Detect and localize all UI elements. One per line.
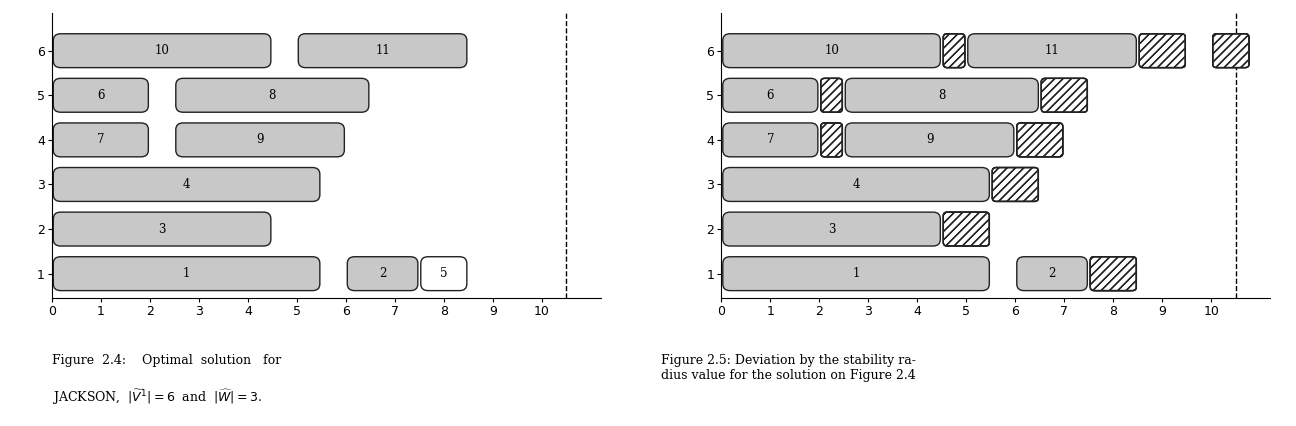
Text: 5: 5	[1109, 267, 1117, 280]
Text: Figure 2.5: Deviation by the stability ra-
dius value for the solution on Figure: Figure 2.5: Deviation by the stability r…	[661, 354, 916, 382]
Text: 2: 2	[378, 267, 386, 280]
Text: 7: 7	[97, 133, 105, 147]
FancyBboxPatch shape	[820, 123, 842, 157]
Text: 1: 1	[853, 267, 859, 280]
Text: JACKSON,  $|\widetilde{V}^1| = 6$  and  $|\widehat{W}| = 3$.: JACKSON, $|\widetilde{V}^1| = 6$ and $|\…	[52, 388, 262, 407]
FancyBboxPatch shape	[723, 212, 941, 246]
Text: 11: 11	[1045, 44, 1059, 57]
FancyBboxPatch shape	[53, 34, 271, 68]
FancyBboxPatch shape	[820, 78, 842, 112]
FancyBboxPatch shape	[1017, 257, 1087, 291]
FancyBboxPatch shape	[943, 34, 964, 68]
FancyBboxPatch shape	[723, 257, 989, 291]
FancyBboxPatch shape	[176, 123, 345, 157]
FancyBboxPatch shape	[53, 167, 320, 201]
FancyBboxPatch shape	[723, 34, 941, 68]
Text: 3: 3	[158, 222, 166, 236]
FancyBboxPatch shape	[421, 257, 467, 291]
FancyBboxPatch shape	[176, 78, 369, 112]
Text: 9: 9	[257, 133, 264, 147]
FancyBboxPatch shape	[298, 34, 467, 68]
Text: 10: 10	[824, 44, 839, 57]
Text: 1: 1	[183, 267, 191, 280]
FancyBboxPatch shape	[1213, 34, 1249, 68]
Text: 7: 7	[766, 133, 774, 147]
Text: 5: 5	[441, 267, 447, 280]
FancyBboxPatch shape	[1090, 257, 1137, 291]
FancyBboxPatch shape	[1090, 257, 1137, 291]
Text: Figure  2.4:    Optimal  solution   for: Figure 2.4: Optimal solution for	[52, 354, 281, 367]
FancyBboxPatch shape	[53, 78, 148, 112]
Text: 8: 8	[268, 89, 276, 102]
Text: 4: 4	[853, 178, 859, 191]
FancyBboxPatch shape	[1017, 123, 1063, 157]
FancyBboxPatch shape	[968, 34, 1137, 68]
FancyBboxPatch shape	[1139, 34, 1186, 68]
FancyBboxPatch shape	[53, 123, 148, 157]
Text: 6: 6	[97, 89, 105, 102]
FancyBboxPatch shape	[53, 212, 271, 246]
FancyBboxPatch shape	[53, 257, 320, 291]
FancyBboxPatch shape	[723, 123, 818, 157]
FancyBboxPatch shape	[1041, 78, 1087, 112]
Text: 9: 9	[925, 133, 933, 147]
Text: 6: 6	[766, 89, 774, 102]
Text: 3: 3	[828, 222, 836, 236]
FancyBboxPatch shape	[993, 167, 1038, 201]
FancyBboxPatch shape	[845, 78, 1038, 112]
FancyBboxPatch shape	[347, 257, 417, 291]
Text: 4: 4	[183, 178, 191, 191]
Text: 10: 10	[154, 44, 170, 57]
FancyBboxPatch shape	[723, 78, 818, 112]
FancyBboxPatch shape	[943, 212, 989, 246]
Text: 11: 11	[375, 44, 390, 57]
FancyBboxPatch shape	[845, 123, 1013, 157]
Text: 8: 8	[938, 89, 946, 102]
FancyBboxPatch shape	[723, 167, 989, 201]
Text: 2: 2	[1048, 267, 1056, 280]
